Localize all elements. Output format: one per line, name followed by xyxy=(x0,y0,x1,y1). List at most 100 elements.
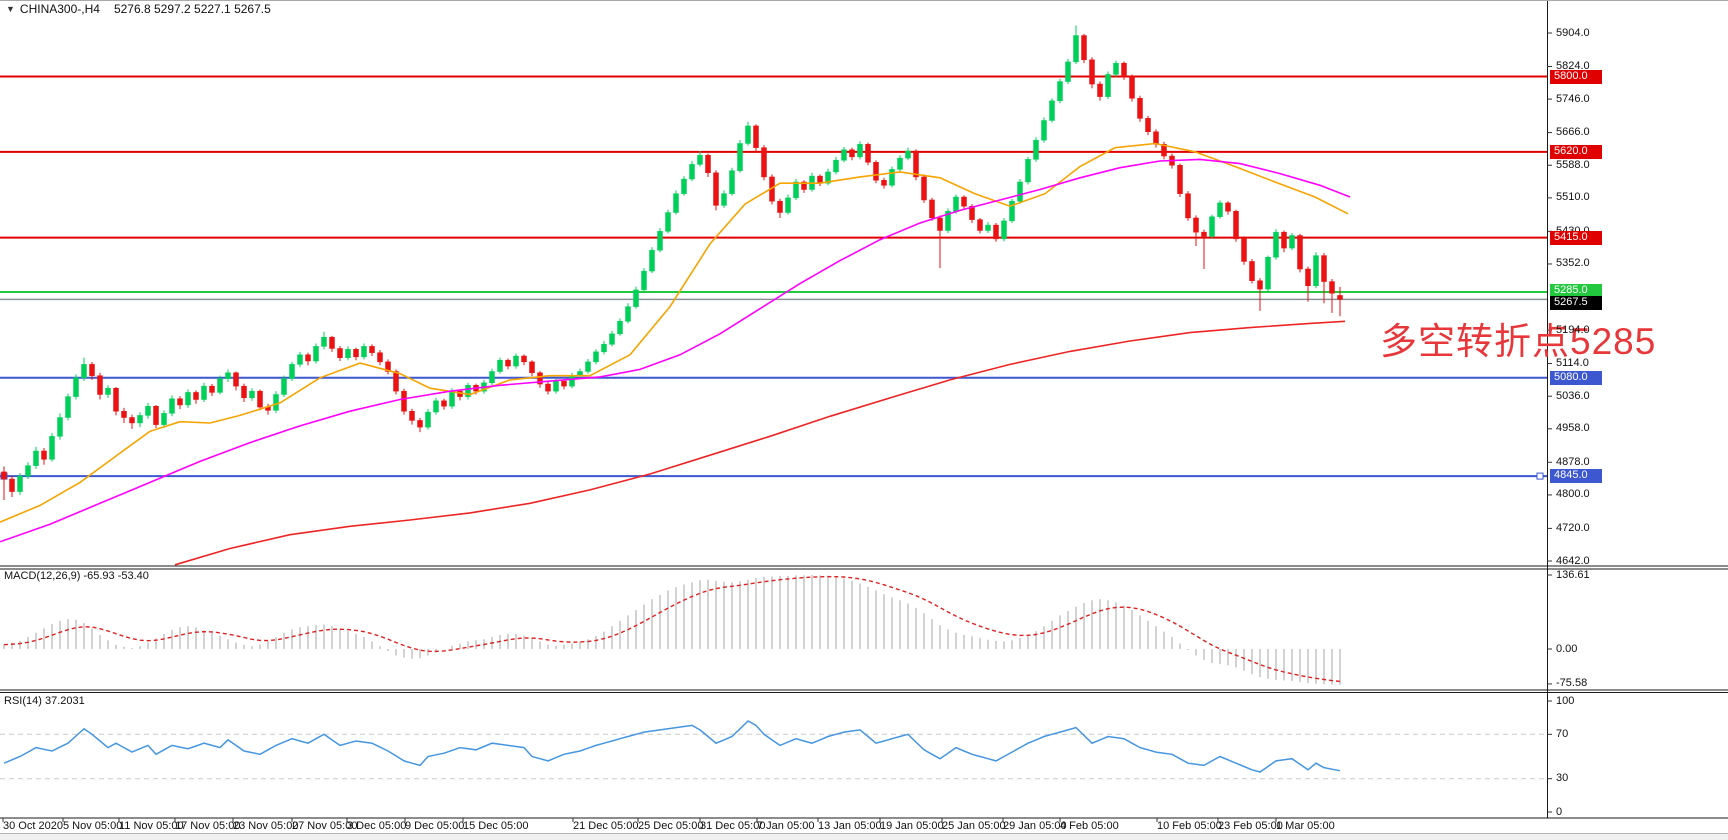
bear-candle xyxy=(1281,231,1287,249)
bear-candle xyxy=(705,154,711,174)
bear-candle xyxy=(1185,193,1191,219)
date-label: 19 Jan 05:00 xyxy=(880,820,944,832)
bull-candle xyxy=(1273,231,1279,258)
line-selection-handle[interactable] xyxy=(1536,472,1544,480)
bear-candle xyxy=(257,390,263,408)
bear-candle xyxy=(1305,268,1311,286)
macd-tick-label: 0.00 xyxy=(1556,642,1578,655)
price-tick-label: 4800.0 xyxy=(1556,488,1590,501)
price-level-tag: 5800.0 xyxy=(1550,69,1602,84)
bear-candle xyxy=(937,217,943,231)
bull-candle xyxy=(489,371,495,384)
price-tick-label: 4720.0 xyxy=(1556,521,1590,534)
bull-candle xyxy=(345,349,351,358)
date-label: 4 Feb 05:00 xyxy=(1060,820,1119,832)
bear-candle xyxy=(505,359,511,367)
bear-candle xyxy=(1201,231,1207,237)
bear-candle xyxy=(441,400,447,407)
macd-tick-label: -75.58 xyxy=(1556,677,1588,690)
bear-candle xyxy=(9,478,15,492)
bull-candle xyxy=(25,465,31,477)
price-tick-label: 5824.0 xyxy=(1556,59,1590,72)
price-level-tag: 5285.0 xyxy=(1550,284,1602,298)
bull-candle xyxy=(169,398,175,414)
bull-candle xyxy=(953,196,959,212)
bear-candle xyxy=(545,383,551,392)
price-level-tag: 5080.0 xyxy=(1550,370,1602,385)
macd-indicator-label: MACD(12,26,9) -65.93 -53.40 xyxy=(4,570,149,582)
bear-candle xyxy=(241,385,247,399)
bull-candle xyxy=(641,270,647,291)
price-tick-label: 5746.0 xyxy=(1556,92,1590,105)
bull-candle xyxy=(433,400,439,413)
bear-candle xyxy=(1129,76,1135,99)
price-tick-label: 5352.0 xyxy=(1556,257,1590,270)
date-label: 23 Nov 05:00 xyxy=(233,820,299,832)
bull-candle xyxy=(745,125,751,144)
rsi-line xyxy=(3,720,1341,773)
date-label: 25 Jan 05:00 xyxy=(942,820,1006,832)
bull-candle xyxy=(625,306,631,322)
bull-candle xyxy=(689,164,695,180)
bull-candle xyxy=(697,154,703,165)
bull-candle xyxy=(673,193,679,213)
bull-candle xyxy=(1041,120,1047,141)
bear-candle xyxy=(1153,131,1159,145)
price-tick-label: 5588.0 xyxy=(1556,158,1590,171)
bull-candle xyxy=(1209,216,1215,237)
bear-candle xyxy=(1257,280,1263,290)
bear-candle xyxy=(1,471,7,480)
bull-candle xyxy=(1289,235,1295,249)
bull-candle xyxy=(833,159,839,173)
bull-candle xyxy=(33,450,39,466)
symbol-timeframe-label: CHINA300-,H4 xyxy=(19,2,100,16)
date-label: 5 Nov 05:00 xyxy=(63,820,123,832)
bull-candle xyxy=(1065,61,1071,82)
bull-candle xyxy=(273,394,279,411)
chart-title: ▼ CHINA300-,H4 5276.8 5297.2 5227.1 5267.5 xyxy=(6,2,271,16)
bull-candle xyxy=(321,336,327,347)
bull-candle xyxy=(297,354,303,365)
bull-candle xyxy=(889,169,895,186)
bear-candle xyxy=(97,375,103,395)
bear-candle xyxy=(753,125,759,148)
date-label: 13 Jan 05:00 xyxy=(818,820,882,832)
bear-candle xyxy=(561,380,567,387)
bear-candle xyxy=(921,176,927,201)
bear-candle xyxy=(977,219,983,231)
bear-candle xyxy=(1225,202,1231,212)
bull-candle xyxy=(553,380,559,392)
bear-candle xyxy=(529,361,535,374)
bull-candle xyxy=(729,170,735,194)
bear-candle xyxy=(385,361,391,372)
bull-candle xyxy=(649,249,655,272)
bear-candle xyxy=(761,147,767,178)
bear-candle xyxy=(713,172,719,206)
price-level-tag: 5415.0 xyxy=(1550,230,1602,245)
bull-candle xyxy=(17,475,23,492)
symbol-dropdown-icon[interactable]: ▼ xyxy=(6,4,15,14)
bull-candle xyxy=(185,392,191,406)
bull-candle xyxy=(721,193,727,206)
price-tick-label: 5036.0 xyxy=(1556,389,1590,402)
bull-candle xyxy=(49,436,55,460)
bull-candle xyxy=(1217,202,1223,217)
bull-candle xyxy=(633,289,639,307)
annotation-text[interactable]: 多空转折点5285 xyxy=(1380,321,1657,362)
date-label: 29 Jan 05:00 xyxy=(1003,820,1067,832)
bull-candle xyxy=(145,405,151,416)
bull-candle xyxy=(73,377,79,397)
bull-candle xyxy=(1073,35,1079,63)
date-label: 21 Dec 05:00 xyxy=(573,820,639,832)
bull-candle xyxy=(985,224,991,231)
status-strip xyxy=(0,833,1728,840)
price-tick-label: 4878.0 xyxy=(1556,455,1590,468)
date-label: 25 Dec 05:00 xyxy=(638,820,704,832)
bull-candle xyxy=(593,351,599,363)
date-label: 30 Oct 2020 xyxy=(3,820,63,832)
bull-candle xyxy=(609,333,615,345)
bear-candle xyxy=(129,417,135,424)
bull-candle xyxy=(425,411,431,428)
bear-candle xyxy=(521,355,527,363)
bull-candle xyxy=(1113,62,1119,75)
